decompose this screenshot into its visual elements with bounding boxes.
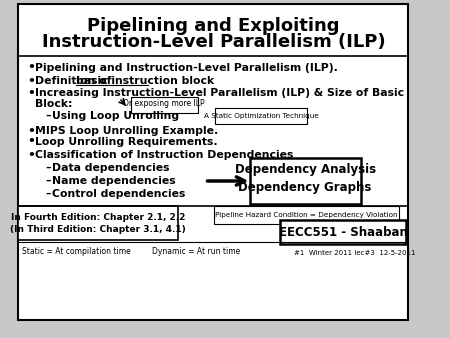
Text: Instruction-Level Parallelism (ILP): Instruction-Level Parallelism (ILP)	[41, 33, 385, 51]
Text: –: –	[45, 176, 50, 186]
Text: Loop Unrolling Requirements.: Loop Unrolling Requirements.	[35, 137, 218, 147]
Text: –: –	[45, 111, 50, 121]
Text: •: •	[27, 74, 35, 88]
Text: Control dependencies: Control dependencies	[52, 189, 185, 199]
Text: #1  Winter 2011 lec#3  12-5-2011: #1 Winter 2011 lec#3 12-5-2011	[294, 250, 415, 256]
Text: •: •	[27, 136, 35, 148]
FancyBboxPatch shape	[280, 220, 405, 244]
Text: A Static Optimization Technique: A Static Optimization Technique	[203, 113, 319, 119]
FancyBboxPatch shape	[130, 97, 198, 113]
FancyBboxPatch shape	[18, 4, 408, 320]
Text: Name dependencies: Name dependencies	[52, 176, 176, 186]
Text: Dependency Analysis
Dependency Graphs: Dependency Analysis Dependency Graphs	[234, 163, 376, 193]
Text: Or exposing more ILP: Or exposing more ILP	[123, 99, 205, 108]
FancyBboxPatch shape	[215, 108, 307, 124]
Text: –: –	[45, 163, 50, 173]
Text: Pipelining and Exploiting: Pipelining and Exploiting	[87, 17, 340, 35]
FancyBboxPatch shape	[214, 206, 399, 224]
Text: Pipelining and Instruction-Level Parallelism (ILP).: Pipelining and Instruction-Level Paralle…	[35, 63, 338, 73]
Text: –: –	[45, 189, 50, 199]
Text: EECC551 - Shaaban: EECC551 - Shaaban	[279, 225, 407, 239]
Text: Pipeline Hazard Condition = Dependency Violation: Pipeline Hazard Condition = Dependency V…	[215, 212, 397, 218]
Text: (In Third Edition: Chapter 3.1, 4.1): (In Third Edition: Chapter 3.1, 4.1)	[10, 224, 186, 234]
Text: In Fourth Edition: Chapter 2.1, 2.2: In Fourth Edition: Chapter 2.1, 2.2	[11, 213, 185, 221]
Text: Classification of Instruction Dependencies: Classification of Instruction Dependenci…	[35, 150, 294, 160]
Text: Using Loop Unrolling: Using Loop Unrolling	[52, 111, 179, 121]
Text: •: •	[27, 62, 35, 74]
Text: MIPS Loop Unrolling Example.: MIPS Loop Unrolling Example.	[35, 126, 219, 136]
Text: Increasing Instruction-Level Parallelism (ILP) & Size of Basic: Increasing Instruction-Level Parallelism…	[35, 88, 405, 98]
Text: •: •	[27, 148, 35, 162]
Text: basic instruction block: basic instruction block	[76, 76, 214, 86]
Text: •: •	[27, 87, 35, 99]
Text: Data dependencies: Data dependencies	[52, 163, 170, 173]
FancyBboxPatch shape	[250, 158, 360, 204]
Text: •: •	[27, 124, 35, 138]
Text: Definition of: Definition of	[35, 76, 116, 86]
Text: Block:: Block:	[35, 99, 73, 109]
Text: Static = At compilation time: Static = At compilation time	[22, 246, 131, 256]
Text: Dynamic = At run time: Dynamic = At run time	[152, 246, 240, 256]
FancyBboxPatch shape	[18, 206, 178, 240]
